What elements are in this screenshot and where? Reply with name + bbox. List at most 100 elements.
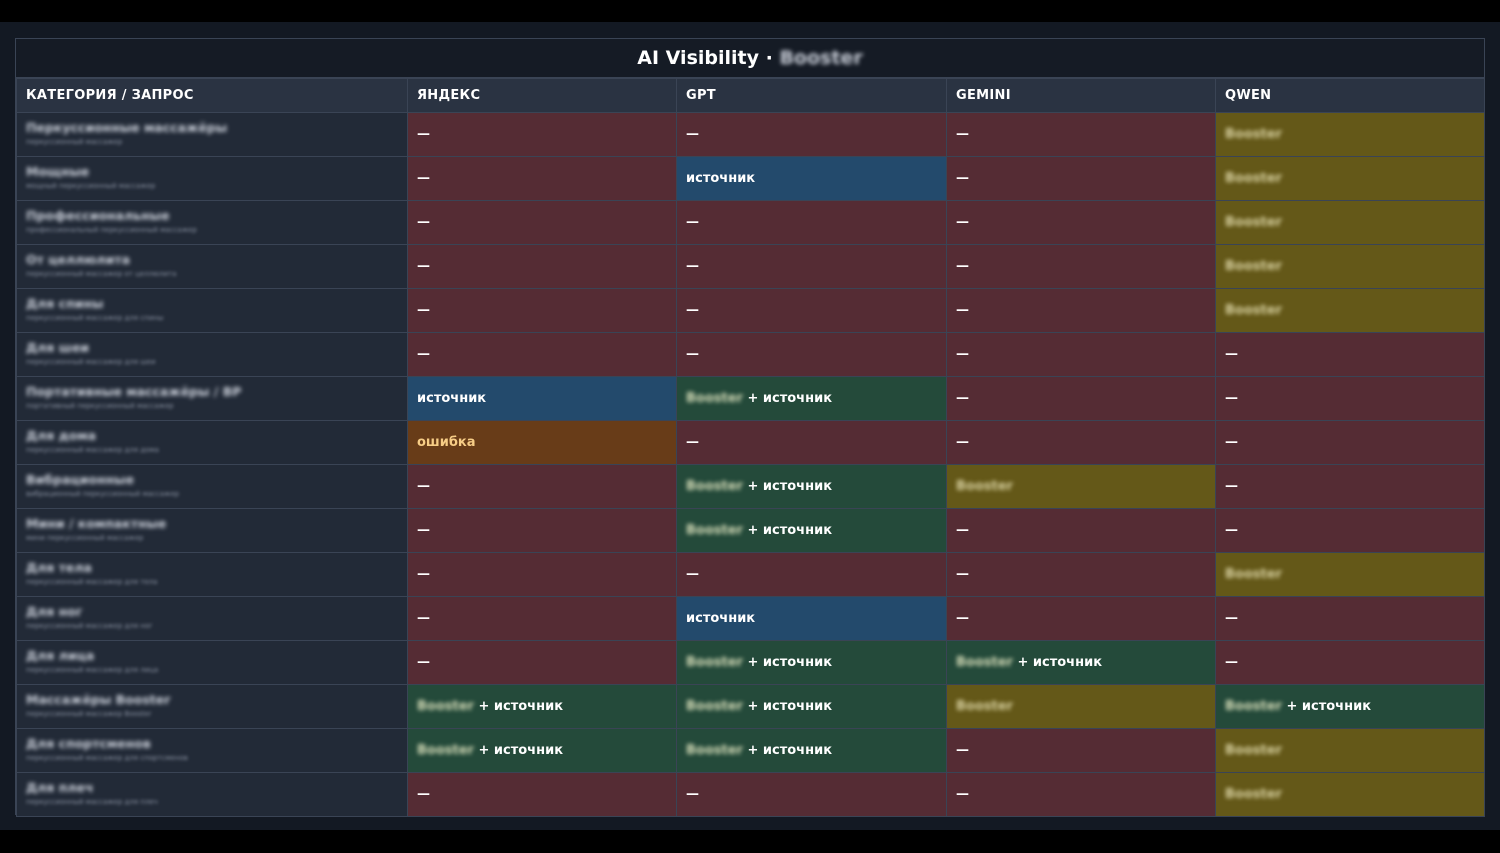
status-none: — (686, 127, 699, 142)
category-name: Мощные (26, 163, 90, 179)
status-none: — (686, 303, 699, 318)
status-cell-yandex: ошибка (407, 420, 677, 465)
category-name: Вибрационные (26, 471, 135, 487)
status-none: — (1225, 479, 1238, 494)
category-name: Для ног (26, 603, 83, 619)
table-row: Для дома перкуссионный массажер для дома о… (16, 420, 1485, 465)
category-name: Мини / компактные (26, 515, 167, 531)
status-none: — (1225, 391, 1238, 406)
status-none: — (417, 127, 430, 142)
status-none: — (417, 215, 430, 230)
status-brand: Booster (956, 699, 1013, 714)
category-name: Перкуссионные массажёры (26, 119, 228, 135)
status-cell-qwen: Booster (1215, 552, 1485, 597)
status-cell-gpt: Booster + источник (676, 728, 947, 773)
status-source-suffix: + источник (742, 699, 833, 714)
col-header-qwen: QWEN (1215, 78, 1485, 113)
status-brand: Booster (1225, 699, 1282, 714)
status-source-suffix: + источник (742, 391, 833, 406)
status-none: — (956, 743, 969, 758)
visibility-panel: AI Visibility · Booster КАТЕГОРИЯ / ЗАПР… (15, 38, 1485, 817)
status-none: — (1225, 435, 1238, 450)
status-none: — (417, 787, 430, 802)
status-brand: Booster (1225, 171, 1282, 186)
status-none: — (686, 435, 699, 450)
status-cell-yandex: — (407, 288, 677, 333)
status-cell-gpt: — (676, 200, 947, 245)
status-none: — (417, 303, 430, 318)
status-none: — (417, 611, 430, 626)
status-none: — (1225, 611, 1238, 626)
status-none: — (956, 347, 969, 362)
category-query: перкуссионный массажер Booster (26, 709, 152, 718)
status-error: ошибка (417, 435, 476, 450)
status-cell-yandex: — (407, 464, 677, 509)
status-none: — (956, 435, 969, 450)
status-cell-qwen: — (1215, 596, 1485, 641)
table-row: Для спортсменов перкуссионный массажер дл… (16, 728, 1485, 773)
status-cell-qwen: — (1215, 420, 1485, 465)
status-cell-yandex: — (407, 156, 677, 201)
status-cell-gpt: источник (676, 596, 947, 641)
status-cell-qwen: — (1215, 640, 1485, 685)
status-cell-yandex: — (407, 332, 677, 377)
status-cell-yandex: — (407, 200, 677, 245)
status-cell-qwen: — (1215, 376, 1485, 421)
status-cell-yandex: — (407, 640, 677, 685)
table-header-row: КАТЕГОРИЯ / ЗАПРОС ЯНДЕКС GPT GEMINI QWE… (16, 78, 1485, 113)
status-cell-gpt: Booster + источник (676, 640, 947, 685)
table-row: Мощные мощный перкуссионный массажер — исто… (16, 156, 1485, 201)
category-name: Портативные массажёры / ВР (26, 383, 242, 399)
table-row: Портативные массажёры / ВР портативный пе… (16, 376, 1485, 421)
status-cell-gemini: — (946, 376, 1216, 421)
status-cell-gemini: — (946, 156, 1216, 201)
status-none: — (956, 787, 969, 802)
category-cell: Перкуссионные массажёры перкуссионный мас… (16, 112, 408, 157)
status-cell-qwen: Booster (1215, 200, 1485, 245)
table-row: Для спины перкуссионный массажер для спин… (16, 288, 1485, 333)
status-source: источник (686, 171, 756, 186)
col-header-gpt: GPT (676, 78, 947, 113)
status-source-suffix: + источник (473, 743, 564, 758)
status-none: — (956, 171, 969, 186)
category-name: Для дома (26, 427, 97, 443)
status-none: — (417, 567, 430, 582)
status-none: — (417, 171, 430, 186)
status-brand: Booster (1225, 215, 1282, 230)
status-brand: Booster (1225, 743, 1282, 758)
category-cell: Для ног перкуссионный массажер для ног (16, 596, 408, 641)
category-query: перкуссионный массажер для плеч (26, 797, 158, 806)
status-cell-yandex: — (407, 244, 677, 289)
status-cell-gemini: Booster (946, 464, 1216, 509)
category-query: перкуссионный массажер для спортсменов (26, 753, 188, 762)
visibility-table: КАТЕГОРИЯ / ЗАПРОС ЯНДЕКС GPT GEMINI QWE… (16, 78, 1485, 817)
status-brand: Booster (956, 655, 1013, 670)
status-brand: Booster (1225, 127, 1282, 142)
status-brand: Booster (1225, 303, 1282, 318)
category-cell: Для спортсменов перкуссионный массажер дл… (16, 728, 408, 773)
status-cell-gemini: — (946, 200, 1216, 245)
table-row: Мини / компактные мини перкуссионный масс… (16, 508, 1485, 553)
category-query: мини перкуссионный массажер (26, 533, 144, 542)
status-none: — (417, 347, 430, 362)
table-row: Для тела перкуссионный массажер для тела —… (16, 552, 1485, 597)
status-cell-qwen: Booster (1215, 772, 1485, 817)
status-cell-gpt: — (676, 772, 947, 817)
category-name: Для лица (26, 647, 95, 663)
status-none: — (956, 259, 969, 274)
category-query: перкуссионный массажер для шеи (26, 357, 156, 366)
category-name: От целлюлита (26, 251, 131, 267)
status-cell-gpt: источник (676, 156, 947, 201)
category-name: Для спины (26, 295, 104, 311)
status-none: — (956, 611, 969, 626)
table-row: Для плеч перкуссионный массажер для плеч —… (16, 772, 1485, 817)
status-cell-qwen: Booster (1215, 244, 1485, 289)
status-none: — (1225, 347, 1238, 362)
status-brand: Booster (686, 479, 743, 494)
status-brand: Booster (686, 523, 743, 538)
status-cell-gpt: — (676, 112, 947, 157)
status-brand: Booster (417, 699, 474, 714)
status-none: — (686, 259, 699, 274)
category-query: перкуссионный массажер для лица (26, 665, 159, 674)
status-source-suffix: + источник (1281, 699, 1372, 714)
